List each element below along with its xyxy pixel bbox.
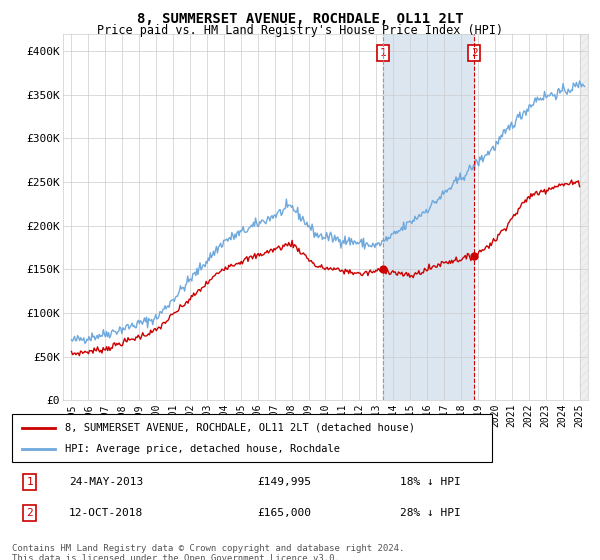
Text: 18% ↓ HPI: 18% ↓ HPI [400,477,460,487]
Text: 1: 1 [26,477,33,487]
Text: 2: 2 [26,508,33,518]
Text: 8, SUMMERSET AVENUE, ROCHDALE, OL11 2LT: 8, SUMMERSET AVENUE, ROCHDALE, OL11 2LT [137,12,463,26]
Text: Contains HM Land Registry data © Crown copyright and database right 2024.: Contains HM Land Registry data © Crown c… [12,544,404,553]
Bar [383,34,474,400]
Text: 8, SUMMERSET AVENUE, ROCHDALE, OL11 2LT (detached house): 8, SUMMERSET AVENUE, ROCHDALE, OL11 2LT … [65,423,415,433]
Text: 12-OCT-2018: 12-OCT-2018 [69,508,143,518]
Text: Price paid vs. HM Land Registry's House Price Index (HPI): Price paid vs. HM Land Registry's House … [97,24,503,37]
Text: HPI: Average price, detached house, Rochdale: HPI: Average price, detached house, Roch… [65,444,340,454]
Text: 28% ↓ HPI: 28% ↓ HPI [400,508,460,518]
Text: 1: 1 [380,48,386,58]
Text: 24-MAY-2013: 24-MAY-2013 [69,477,143,487]
Text: This data is licensed under the Open Government Licence v3.0.: This data is licensed under the Open Gov… [12,554,340,560]
Text: 2: 2 [471,48,478,58]
Text: £149,995: £149,995 [257,477,311,487]
Bar [580,34,588,400]
Text: £165,000: £165,000 [257,508,311,518]
FancyBboxPatch shape [12,414,492,462]
